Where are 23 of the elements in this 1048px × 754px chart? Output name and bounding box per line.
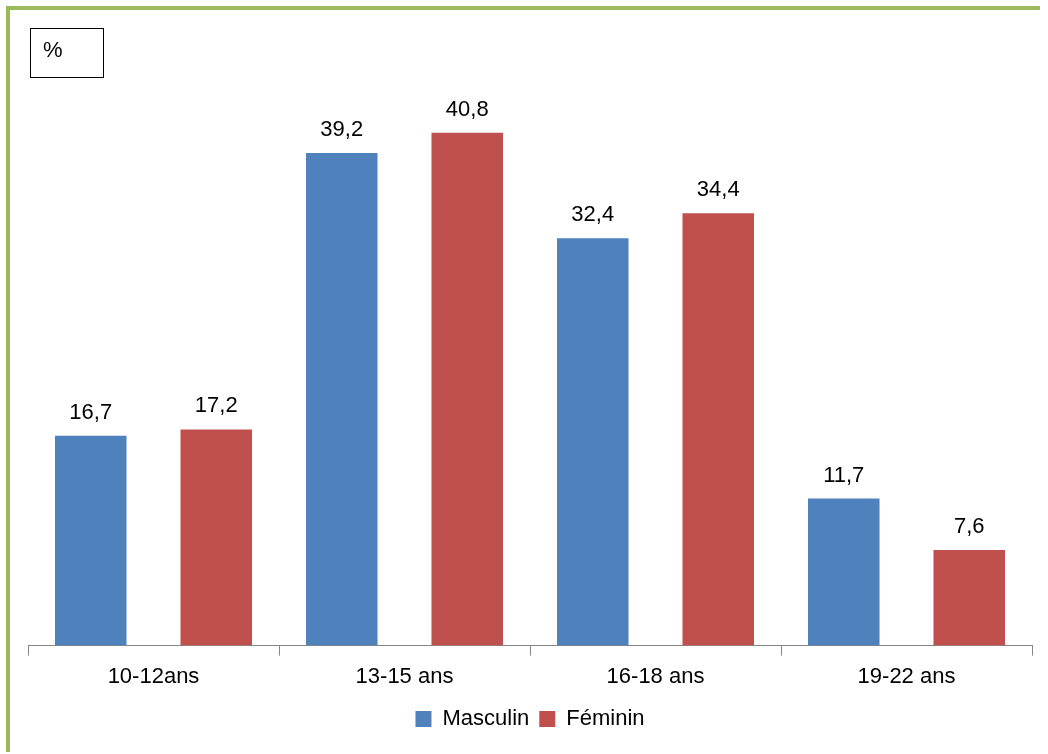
x-tick-label: 16-18 ans [606,662,705,688]
bar [180,429,253,646]
data-label: 34,4 [696,176,740,202]
bar [682,213,755,646]
legend-label: Masculin [442,705,530,731]
x-tick-label: 10-12ans [107,662,200,688]
x-tick-label: 19-22 ans [857,662,956,688]
data-label: 32,4 [571,201,615,227]
data-label: 17,2 [194,392,238,418]
y-axis-title: % [30,28,104,78]
data-label: 40,8 [445,95,489,121]
x-tick-label: 13-15 ans [355,662,454,688]
data-label: 39,2 [320,115,364,141]
bar [54,435,127,646]
bar [431,132,504,646]
bar [305,152,378,646]
data-label: 7,6 [953,513,985,539]
legend-label: Féminin [566,705,645,731]
bar [933,550,1006,646]
bar [556,238,629,646]
data-label: 11,7 [823,461,865,487]
data-label: 16,7 [69,398,113,424]
bar [807,498,880,646]
